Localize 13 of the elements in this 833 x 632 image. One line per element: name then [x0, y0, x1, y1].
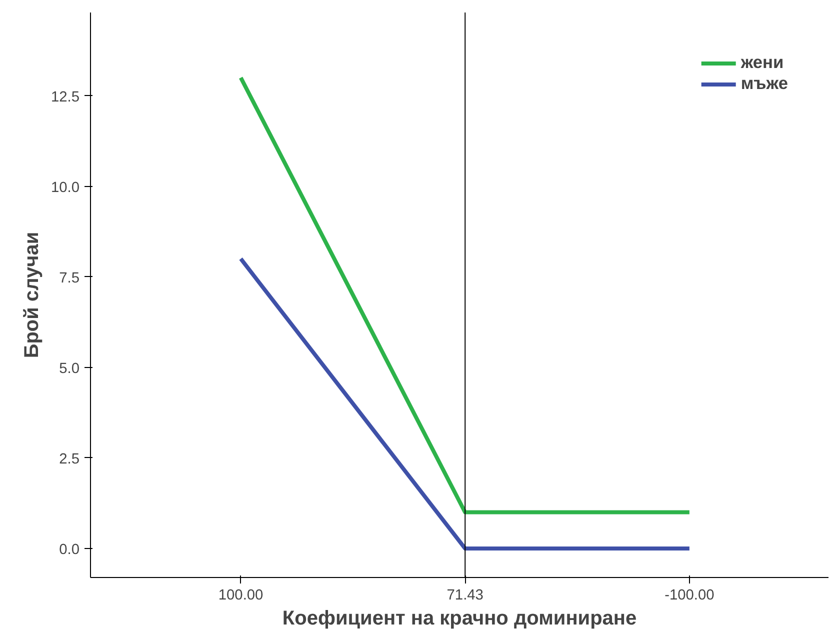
y-axis-title: Брой случаи: [20, 232, 43, 358]
y-tick-label: 10.0: [50, 180, 80, 196]
legend-label: жени: [740, 52, 784, 73]
x-axis-title: Коефициент на крачно доминиране: [282, 608, 637, 630]
x-tick-label: 71.43: [446, 588, 484, 604]
legend-label: мъже: [740, 73, 788, 94]
y-tick-label: 0.0: [59, 542, 80, 558]
y-tick-label: 12.5: [50, 89, 80, 106]
y-tick-label: 7.5: [59, 270, 80, 286]
y-tick-label: 5.0: [59, 360, 80, 377]
y-tick-label: 2.5: [59, 451, 80, 468]
x-tick-label: -100.00: [664, 588, 714, 604]
x-tick-label: 100.00: [218, 588, 264, 604]
